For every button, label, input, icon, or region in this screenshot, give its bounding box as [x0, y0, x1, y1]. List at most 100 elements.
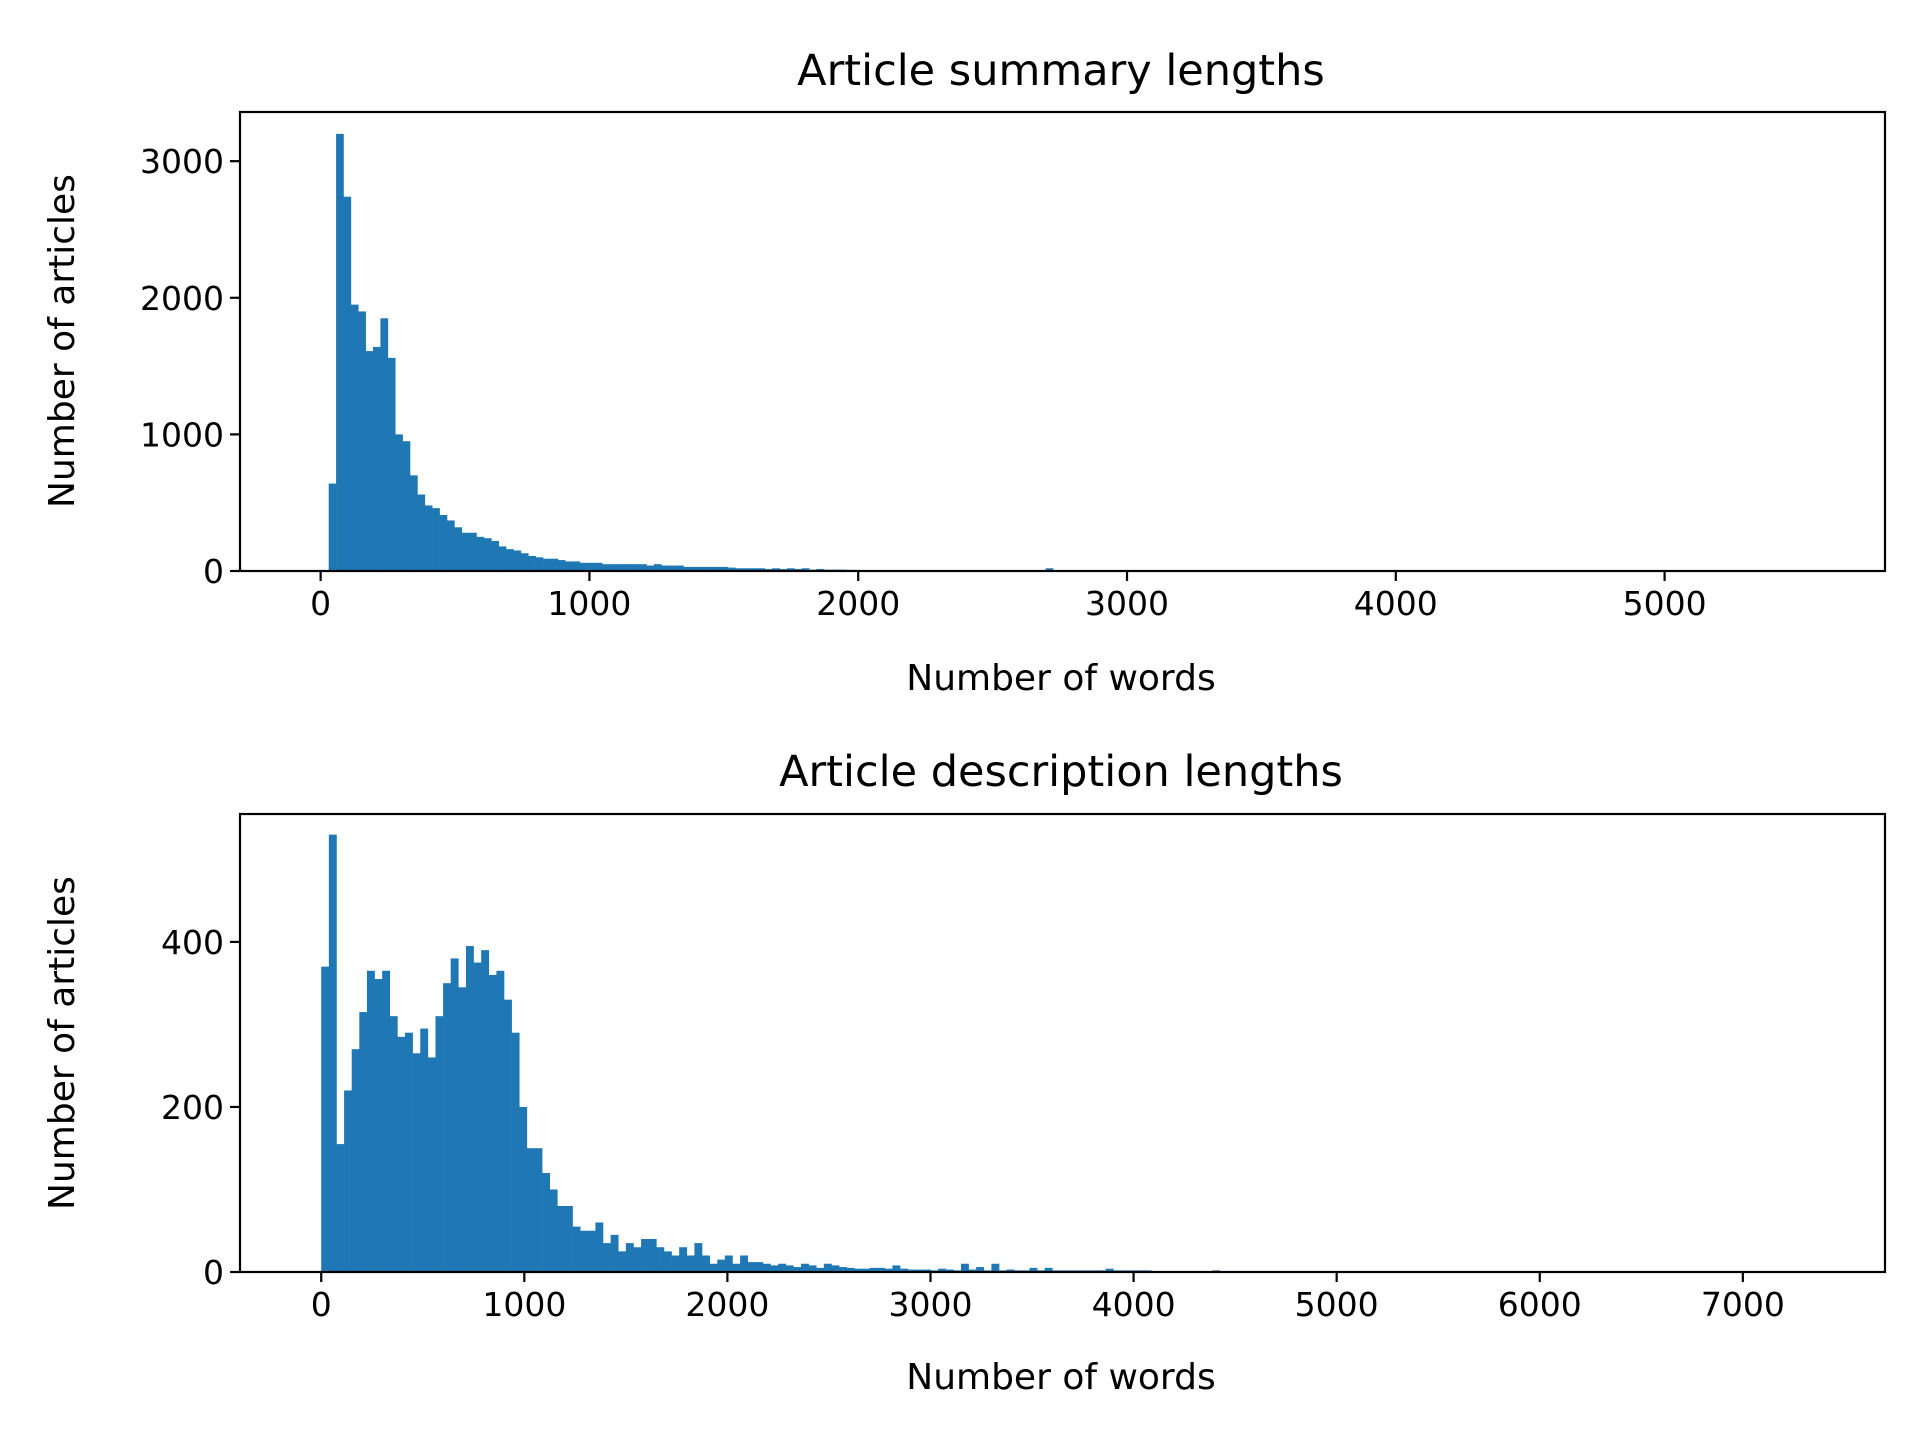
- histogram-bar: [603, 1243, 611, 1272]
- histogram-bar: [786, 568, 795, 571]
- histogram-bar: [564, 1205, 573, 1272]
- histogram-bar: [491, 540, 500, 571]
- histogram-bar: [446, 520, 455, 571]
- histogram-bar: [668, 565, 677, 571]
- histogram-bar: [358, 311, 366, 571]
- histogram-bar: [397, 1036, 406, 1272]
- histogram-bar: [481, 950, 490, 1272]
- histogram-bar: [922, 1269, 931, 1272]
- histogram-bar: [686, 1255, 695, 1272]
- histogram-bar: [869, 1267, 878, 1272]
- histogram-bar: [427, 1057, 436, 1272]
- histogram-bar: [526, 1148, 535, 1272]
- histogram-bar: [991, 1263, 1000, 1272]
- histogram-bar: [1105, 1268, 1114, 1272]
- histogram-bar: [520, 553, 529, 571]
- histogram-bar: [506, 549, 514, 571]
- histogram-bar: [454, 527, 463, 571]
- histogram-bar: [778, 1263, 787, 1272]
- histogram-bar: [424, 505, 433, 571]
- plot-frame: [238, 110, 1887, 573]
- histogram-bar: [705, 566, 714, 571]
- histogram-bar: [747, 1262, 756, 1272]
- histogram-bar: [498, 546, 507, 571]
- x-tick-label: 3000: [889, 1285, 973, 1324]
- histogram-bar: [816, 1267, 825, 1272]
- histogram-bar: [633, 1247, 642, 1272]
- histogram-bar: [785, 1265, 794, 1272]
- histogram-bar: [344, 1090, 352, 1272]
- histogram-bar: [676, 565, 684, 571]
- histogram-bar: [572, 1226, 581, 1272]
- bars-group: [321, 834, 1815, 1272]
- histogram-bar: [907, 1269, 916, 1272]
- histogram-bar: [1029, 1267, 1038, 1272]
- x-tick-label: 5000: [1623, 584, 1707, 623]
- histogram-bar: [793, 1267, 802, 1272]
- histogram-bar: [732, 1263, 741, 1272]
- histogram-bar: [624, 564, 633, 571]
- y-axis-label: Number of articles: [42, 876, 83, 1210]
- histogram-bar: [646, 565, 655, 571]
- histogram-bar: [328, 483, 337, 571]
- histogram-bar: [720, 566, 729, 571]
- histogram-bar: [557, 560, 566, 571]
- histogram-bar: [625, 1243, 634, 1272]
- histogram-bar: [641, 1238, 650, 1272]
- histogram-bar: [488, 974, 497, 1272]
- histogram-bar: [387, 357, 396, 571]
- histogram-bar: [653, 564, 662, 571]
- histogram-bar: [702, 1255, 710, 1272]
- histogram-bar: [535, 557, 544, 571]
- histogram-bar: [735, 568, 743, 571]
- histogram-bar: [594, 562, 603, 571]
- histogram-bar: [580, 1230, 589, 1272]
- histogram-bar: [616, 564, 625, 571]
- x-tick-label: 5000: [1295, 1285, 1379, 1324]
- histogram-bar: [417, 494, 426, 571]
- histogram-bar: [519, 1106, 528, 1272]
- histogram-bar: [565, 561, 573, 571]
- histogram-bar: [846, 1267, 855, 1272]
- histogram-bar: [698, 566, 706, 571]
- histogram-bar: [839, 1267, 848, 1272]
- histogram-bar: [877, 1267, 886, 1272]
- histogram-bar: [458, 987, 467, 1272]
- histogram-bar: [900, 1268, 908, 1272]
- histogram-bar: [483, 538, 492, 571]
- histogram-bar: [1045, 568, 1054, 571]
- histogram-bar: [648, 1238, 657, 1272]
- histogram-bar: [1006, 1269, 1015, 1272]
- histogram-bar: [938, 1268, 947, 1272]
- histogram-bar: [750, 568, 758, 571]
- histogram-bar: [915, 1269, 924, 1272]
- histogram-bar: [690, 566, 699, 571]
- chart-title: Article description lengths: [779, 747, 1343, 797]
- histogram-bar: [671, 1255, 680, 1272]
- histogram-bar: [755, 1262, 764, 1272]
- histogram-bar: [595, 1222, 604, 1272]
- histogram-bar: [366, 970, 375, 1272]
- y-tick-label: 0: [203, 552, 224, 591]
- x-tick-label: 0: [311, 1285, 332, 1324]
- x-tick-label: 7000: [1701, 1285, 1785, 1324]
- histogram-bar: [724, 1255, 733, 1272]
- ticks-group: 0 1000 2000 3000 4000 5000 6000 7000 0 200 400: [161, 923, 1785, 1324]
- histogram-bar: [557, 1205, 566, 1272]
- histogram-bar: [801, 568, 810, 571]
- histogram-bar: [772, 568, 780, 571]
- y-tick-label: 2000: [140, 279, 224, 318]
- histogram-bar: [420, 1028, 429, 1272]
- plot-frame: [238, 812, 1887, 1274]
- ticks-group: 0 1000 2000 3000 4000 5000 0 1000 2000 3000: [140, 142, 1707, 623]
- histogram-bar: [380, 318, 389, 571]
- histogram-bar: [374, 979, 383, 1272]
- x-tick-label: 2000: [816, 584, 900, 623]
- x-axis-label: Number of words: [906, 1357, 1215, 1398]
- histogram-bar: [496, 970, 505, 1272]
- histogram-bar: [550, 558, 559, 571]
- histogram-bar: [694, 1243, 703, 1272]
- histogram-bar: [504, 999, 512, 1272]
- histogram-bar: [1044, 1267, 1053, 1272]
